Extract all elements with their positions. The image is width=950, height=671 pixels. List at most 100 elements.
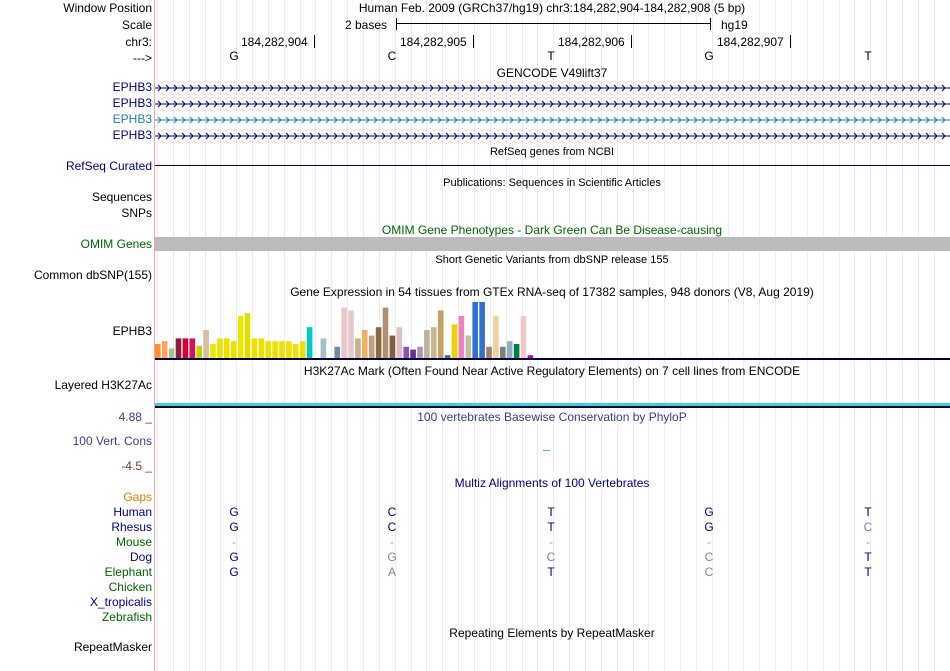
gtex-tissue-bar[interactable] — [527, 355, 534, 358]
gtex-tissue-bar[interactable] — [403, 346, 409, 358]
strand-chevron — [789, 84, 794, 92]
gtex-tissue-bar[interactable] — [279, 341, 285, 358]
gtex-tissue-bar[interactable] — [389, 335, 396, 358]
gtex-tissue-bar[interactable] — [472, 302, 478, 358]
gtex-tissue-bar[interactable] — [230, 341, 237, 358]
gtex-tissue-bar[interactable] — [155, 344, 161, 358]
gencode-gene-label[interactable]: EPHB3 — [112, 96, 152, 110]
omim-gene-bar[interactable] — [155, 237, 950, 251]
gtex-tissue-bar[interactable] — [368, 335, 375, 358]
gtex-tissue-bar[interactable] — [265, 341, 271, 358]
strand-chevron — [525, 84, 530, 92]
gtex-tissue-bar[interactable] — [224, 338, 230, 358]
repeatmasker-label[interactable]: RepeatMasker — [73, 640, 152, 654]
gtex-tissue-bar[interactable] — [348, 310, 354, 358]
gencode-transcript-1[interactable] — [155, 82, 950, 92]
gtex-tissue-bar[interactable] — [237, 316, 244, 358]
phylop-signal[interactable] — [543, 450, 550, 451]
gtex-tissue-bar[interactable] — [196, 345, 202, 358]
gtex-tissue-bar[interactable] — [293, 344, 299, 358]
gtex-tissue-bar[interactable] — [182, 338, 189, 358]
gtex-tissue-bar[interactable] — [258, 338, 265, 358]
gtex-tissue-bar[interactable] — [437, 310, 444, 358]
gtex-tissue-bar[interactable] — [334, 346, 340, 358]
data-panel[interactable]: Human Feb. 2009 (GRCh37/hg19) chr3:184,2… — [155, 0, 950, 671]
layered-h3k27ac-label[interactable]: Layered H3K27Ac — [54, 378, 152, 392]
alignment-base: T — [864, 565, 872, 579]
strand-chevron — [429, 116, 434, 124]
h3k27ac-signal[interactable] — [155, 403, 950, 406]
gtex-tissue-bar[interactable] — [479, 302, 485, 358]
strand-chevron — [845, 100, 850, 108]
ruler-tick — [473, 35, 474, 48]
gtex-tissue-bar[interactable] — [424, 330, 430, 358]
gtex-tissue-bar[interactable] — [320, 338, 327, 358]
transcript-line-svg — [155, 100, 950, 108]
gtex-tissue-bar[interactable] — [520, 316, 527, 358]
gtex-tissue-bar[interactable] — [168, 348, 175, 359]
strand-chevron — [805, 100, 810, 108]
gtex-tissue-bar[interactable] — [355, 338, 361, 358]
gtex-tissue-bar[interactable] — [272, 341, 278, 358]
gridline — [601, 0, 602, 671]
gencode-gene-label[interactable]: EPHB3 — [112, 80, 152, 94]
alignment-base: G — [229, 565, 239, 579]
gtex-tissue-bar[interactable] — [189, 338, 196, 358]
snps-label[interactable]: SNPs — [121, 206, 152, 220]
gtex-tissue-bar[interactable] — [458, 316, 465, 358]
reference-base: G — [229, 49, 239, 63]
gtex-tissue-bar[interactable] — [210, 344, 216, 358]
gtex-tissue-bar[interactable] — [299, 341, 306, 358]
gtex-tissue-bar[interactable] — [451, 324, 458, 358]
gtex-tissue-bar[interactable] — [506, 341, 513, 358]
ruler-tick — [631, 35, 632, 48]
strand-chevron — [213, 84, 218, 92]
strand-chevron — [741, 132, 746, 140]
gtex-tissue-bar[interactable] — [500, 346, 506, 358]
gtex-tissue-bar[interactable] — [486, 346, 492, 358]
gtex-tissue-bar[interactable] — [244, 313, 251, 358]
omim-genes-label[interactable]: OMIM Genes — [80, 237, 152, 251]
strand-chevron — [773, 132, 778, 140]
gtex-tissue-bar[interactable] — [382, 307, 389, 358]
refseq-curated-label[interactable]: RefSeq Curated — [65, 159, 152, 173]
gtex-bar-chart[interactable] — [155, 300, 555, 359]
gencode-transcript-2[interactable] — [155, 98, 950, 108]
gtex-tissue-bar[interactable] — [286, 341, 292, 358]
gtex-tissue-bar[interactable] — [161, 341, 168, 358]
strand-chevron — [477, 116, 482, 124]
gtex-gene-label[interactable]: EPHB3 — [112, 324, 152, 338]
species-label: Human — [113, 505, 152, 519]
common-dbsnp-label[interactable]: Common dbSNP(155) — [33, 268, 152, 282]
gtex-tissue-bar[interactable] — [396, 327, 403, 358]
gtex-tissue-bar[interactable] — [465, 335, 472, 358]
gtex-tissue-bar[interactable] — [444, 355, 451, 358]
gtex-tissue-bar[interactable] — [251, 338, 258, 358]
gtex-tissue-bar[interactable] — [493, 316, 499, 358]
gencode-transcript-3[interactable] — [155, 114, 950, 124]
gtex-tissue-bar[interactable] — [513, 344, 520, 358]
gtex-tissue-bar[interactable] — [375, 327, 382, 358]
strand-chevron — [621, 116, 626, 124]
gencode-gene-label[interactable]: EPHB3 — [112, 112, 152, 126]
strand-chevron — [861, 116, 866, 124]
strand-chevron — [797, 116, 802, 124]
gtex-tissue-bar[interactable] — [217, 338, 223, 358]
gtex-tissue-bar[interactable] — [203, 330, 209, 358]
strand-chevron — [877, 84, 882, 92]
gridline — [252, 0, 253, 671]
strand-chevron — [181, 116, 186, 124]
vert-cons-label[interactable]: 100 Vert. Cons — [72, 434, 152, 448]
gtex-tissue-bar[interactable] — [341, 307, 347, 358]
gtex-tissue-bar[interactable] — [410, 349, 416, 358]
gtex-tissue-bar[interactable] — [431, 327, 437, 358]
sequences-label[interactable]: Sequences — [91, 190, 152, 204]
gencode-gene-label[interactable]: EPHB3 — [112, 128, 152, 142]
gtex-tissue-bar[interactable] — [175, 338, 182, 358]
gtex-tissue-bar[interactable] — [362, 330, 368, 358]
refseq-gene-line[interactable] — [155, 165, 950, 166]
strand-chevron — [245, 100, 250, 108]
gtex-tissue-bar[interactable] — [417, 346, 423, 358]
gtex-tissue-bar[interactable] — [306, 327, 313, 358]
gencode-transcript-4[interactable] — [155, 130, 950, 140]
